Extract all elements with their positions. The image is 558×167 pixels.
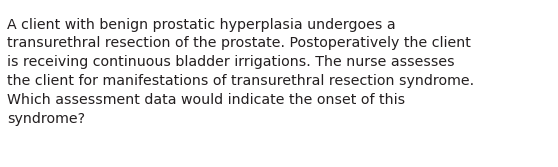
Text: A client with benign prostatic hyperplasia undergoes a
transurethral resection o: A client with benign prostatic hyperplas…: [7, 18, 474, 126]
